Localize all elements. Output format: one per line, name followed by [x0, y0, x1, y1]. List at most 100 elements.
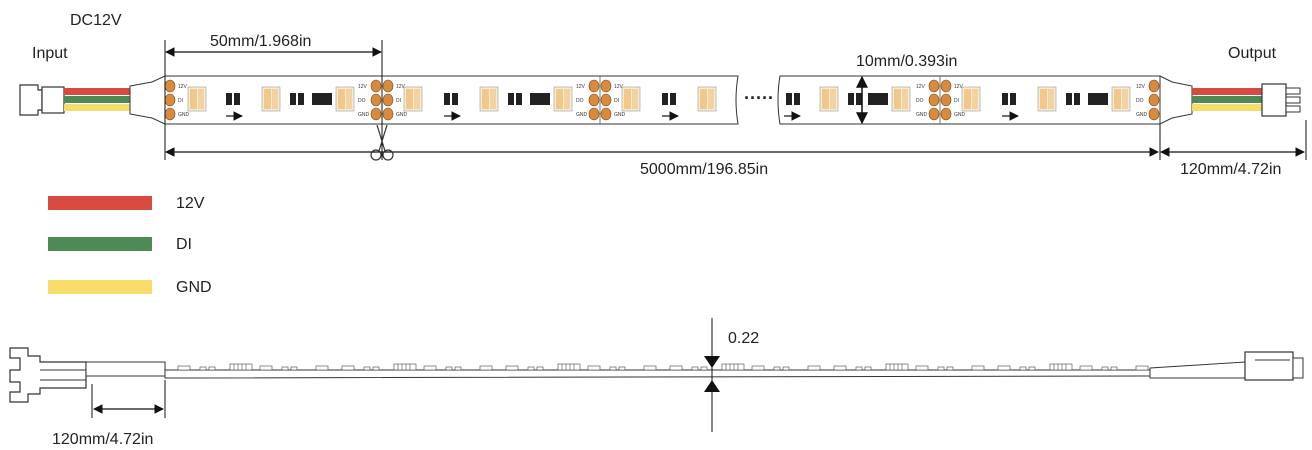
output-wire-12v — [1192, 88, 1262, 95]
solder-pad — [928, 107, 940, 121]
segment-length-label: 50mm/1.968in — [210, 33, 311, 50]
side-component — [855, 366, 863, 371]
ic-chip — [670, 93, 676, 105]
side-component — [669, 365, 683, 371]
ic-chip — [856, 93, 862, 105]
side-component — [700, 366, 708, 371]
led-chip-warm — [1114, 89, 1121, 109]
side-component — [445, 366, 453, 371]
output-label: Output — [1228, 45, 1277, 62]
output-wire-gnd — [1192, 104, 1262, 111]
side-component — [773, 366, 781, 371]
led-chip-warm — [632, 89, 638, 109]
led-chip-warm — [564, 89, 570, 109]
input-wire-gnd — [64, 104, 130, 111]
side-component — [372, 366, 380, 371]
total-length-label: 5000mm/196.85in — [640, 161, 768, 178]
side-component — [199, 366, 207, 371]
solder-pad — [382, 79, 394, 93]
side-component — [587, 365, 601, 371]
side-component — [782, 366, 790, 371]
side-component — [479, 365, 493, 371]
solder-pad — [370, 107, 382, 121]
side-components — [177, 363, 1149, 371]
strip-content: 12V DI GND 12V DO GND 12V DI GND 12V DO GND 12V DI GND… — [164, 76, 1160, 124]
output-wires — [1192, 88, 1262, 111]
solder-pad — [164, 93, 176, 107]
led-chip-warm — [708, 89, 714, 109]
ic-chip — [1088, 93, 1108, 105]
side-ic — [393, 363, 417, 371]
led-chip-warm — [624, 89, 631, 109]
solder-pad — [1148, 107, 1160, 121]
led-chip-warm — [556, 89, 563, 109]
side-component — [997, 365, 1011, 371]
led-chip-warm — [346, 89, 352, 109]
solder-pad — [164, 107, 176, 121]
pad-label: GND — [358, 112, 370, 118]
pad-label: GND — [614, 112, 626, 118]
legend-swatch-di — [48, 237, 152, 251]
led-chip-warm — [1048, 89, 1054, 109]
side-component — [937, 366, 945, 371]
side-component — [971, 365, 985, 371]
side-ic — [721, 363, 745, 371]
ic-chip — [312, 93, 332, 105]
ic-chip — [516, 93, 522, 105]
side-strip-body — [164, 369, 1151, 379]
ic-chip — [848, 93, 854, 105]
side-component — [618, 366, 626, 371]
led-chip-warm — [198, 89, 204, 109]
pad-label: GND — [178, 112, 190, 118]
led-chip-warm — [490, 89, 496, 109]
pad-label: 12V — [954, 84, 964, 90]
pad-label: DI — [396, 98, 401, 104]
pad-label: 12V — [178, 84, 188, 90]
side-component — [259, 365, 273, 371]
solder-pad — [382, 107, 394, 121]
legend-label-di: DI — [176, 236, 192, 253]
side-component — [807, 365, 821, 371]
output-lead-length-label: 120mm/4.72in — [1180, 161, 1281, 178]
led-chip-warm — [406, 89, 413, 109]
pad-label: DO — [358, 98, 366, 104]
output-lead-sleeve — [1159, 75, 1193, 125]
solder-pad — [600, 107, 612, 121]
ic-chip — [794, 93, 800, 105]
solder-pad — [588, 107, 600, 121]
side-component — [691, 366, 699, 371]
ic-chip — [234, 93, 240, 105]
side-component — [1135, 365, 1149, 371]
ic-chip — [452, 93, 458, 105]
ic-chip — [298, 93, 304, 105]
pad-label: DI — [614, 98, 619, 104]
pad-label: GND — [1136, 112, 1148, 118]
side-component — [1101, 366, 1109, 371]
led-chip-warm — [272, 89, 278, 109]
side-ic — [1049, 363, 1073, 371]
input-wires — [64, 88, 130, 111]
side-component — [609, 366, 617, 371]
side-input-connector — [9, 347, 87, 403]
solder-pad — [940, 107, 952, 121]
side-component — [751, 365, 765, 371]
led-chip-warm — [972, 89, 978, 109]
side-component — [1110, 366, 1118, 371]
ic-chip — [868, 93, 888, 105]
side-component — [505, 365, 519, 371]
side-component — [208, 366, 216, 371]
side-component — [536, 366, 544, 371]
width-label: 10mm/0.393in — [856, 53, 957, 70]
pad-label: DO — [576, 98, 584, 104]
solder-pad — [370, 79, 382, 93]
side-component — [527, 366, 535, 371]
led-chip-warm — [902, 89, 908, 109]
side-component — [915, 365, 929, 371]
total-length-dimension: 5000mm/196.85in — [165, 124, 1161, 178]
ic-chip — [1010, 93, 1016, 105]
led-chip-warm — [700, 89, 707, 109]
legend-swatch-12v — [48, 196, 152, 210]
ic-chip — [662, 93, 668, 105]
side-component — [454, 366, 462, 371]
solder-pad — [164, 79, 176, 93]
